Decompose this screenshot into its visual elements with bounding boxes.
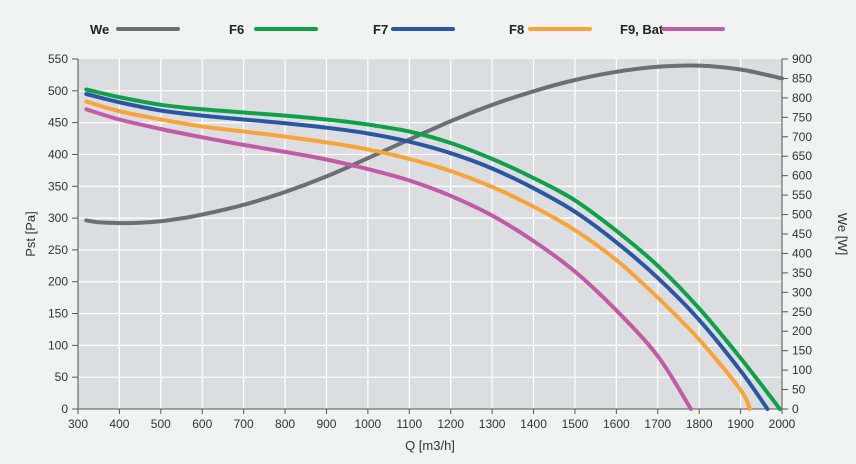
y-left-tick-label: 250 [48,243,68,257]
series-line-f7 [84,92,770,411]
y-right-tick-label: 900 [792,52,812,66]
x-tick-label: 900 [316,417,336,431]
y-right-tick-label: 50 [792,383,806,397]
legend-label-f9-bat: F9, Bat [620,22,664,37]
x-tick-label: 1100 [396,417,422,431]
x-tick-label: 2000 [769,417,796,431]
x-tick-label: 1400 [520,417,547,431]
y-left-tick-label: 450 [48,116,68,130]
y-right-tick-label: 850 [792,71,812,85]
y-right-tick-label: 500 [792,208,812,222]
legend-label-f7: F7 [373,22,388,37]
y-left-tick-label: 100 [48,338,68,352]
legend-label-we: We [90,22,109,37]
series-line-f9-bat [84,107,693,411]
y-left-tick-label: 150 [48,307,68,321]
y-right-tick-label: 100 [792,363,812,377]
x-tick-label: 1500 [562,417,589,431]
y-right-tick-label: 350 [792,266,812,280]
x-tick-label: 1700 [644,417,671,431]
y-right-tick-label: 250 [792,305,812,319]
y-left-tick-label: 400 [48,147,68,161]
x-tick-label: 1600 [603,417,630,431]
y-right-tick-label: 550 [792,188,812,202]
y-right-tick-label: 300 [792,285,812,299]
y-left-tick-label: 0 [61,402,68,416]
y-left-tick-label: 350 [48,179,68,193]
y-left-tick-label: 500 [48,84,68,98]
y-left-tick-label: 50 [55,370,69,384]
x-tick-label: 1200 [437,417,464,431]
y-left-tick-label: 200 [48,275,68,289]
series-line-f8 [84,99,752,411]
series [84,63,784,411]
plot-area [78,59,782,409]
x-tick-label: 300 [68,417,88,431]
legend-label-f8: F8 [509,22,524,37]
y-right-tick-label: 800 [792,91,812,105]
legend: We F6 F7 F8 F9, Bat [90,22,725,37]
y-left-tick-label: 550 [48,52,68,66]
series-line-we [84,63,784,226]
y-right-tick-label: 700 [792,130,812,144]
x-tick-label: 500 [151,417,171,431]
y-axis-left-label: Pst [Pa] [23,211,38,257]
legend-label-f6: F6 [229,22,244,37]
x-tick-label: 1300 [479,417,506,431]
x-tick-label: 400 [109,417,129,431]
y-right-tick-label: 200 [792,324,812,338]
x-tick-label: 800 [275,417,295,431]
y-right-tick-label: 650 [792,149,812,163]
axes: 300 400 500 600 700 800 900 1000 1100 1200 1300 140… [48,52,812,431]
x-tick-label: 1000 [355,417,382,431]
y-left-tick-label: 300 [48,211,68,225]
y-right-tick-label: 0 [792,402,799,416]
x-tick-label: 1900 [727,417,754,431]
y-right-tick-label: 150 [792,344,812,358]
y-axis-right-label: We [W] [835,213,850,255]
series-line-f6 [84,87,782,411]
y-right-tick-label: 450 [792,227,812,241]
y-right-tick-label: 600 [792,169,812,183]
x-tick-label: 1800 [686,417,713,431]
y-right-tick-label: 750 [792,110,812,124]
x-tick-label: 700 [234,417,254,431]
x-axis-label: Q [m3/h] [405,438,455,453]
x-tick-label: 600 [192,417,212,431]
y-right-tick-label: 400 [792,246,812,260]
